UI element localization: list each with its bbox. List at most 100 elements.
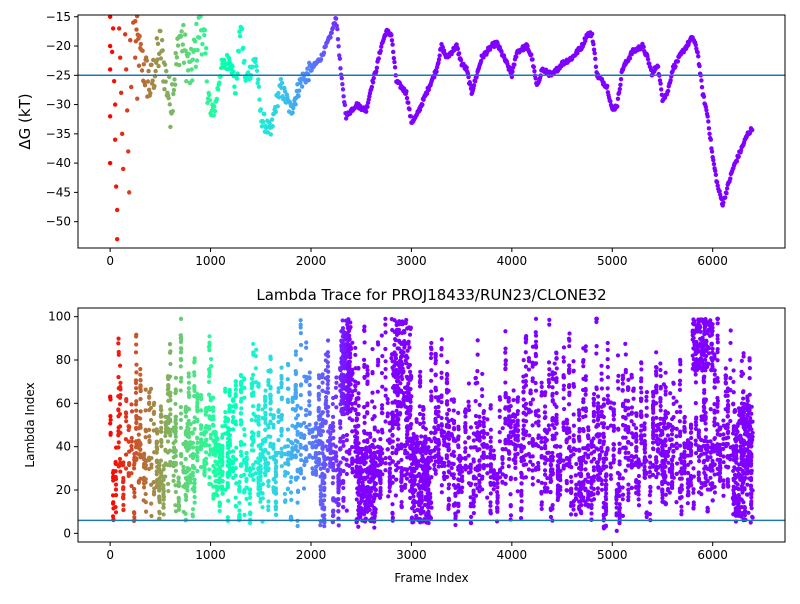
lambda-data-point [584,378,588,382]
lambda-data-point [586,455,590,459]
lambda-data-point [326,370,330,374]
lambda-data-point [326,386,330,390]
lambda-data-point [334,405,338,409]
lambda-data-point [132,491,136,495]
dg-data-point [177,63,181,67]
lambda-data-point [234,473,238,477]
lambda-data-point [598,438,602,442]
lambda-data-point [612,424,616,428]
lambda-data-point [516,423,520,427]
lambda-data-point [127,424,131,428]
lambda-data-point [322,475,326,479]
lambda-data-point [571,507,575,511]
lambda-data-point [174,469,178,473]
dg-data-point [530,57,534,61]
dg-data-point [336,37,340,41]
dg-data-point [172,88,176,92]
lambda-data-point [118,469,122,473]
lambda-data-point [237,501,241,505]
lambda-data-point [600,386,604,390]
lambda-data-point [257,382,261,386]
dg-data-point [666,89,670,93]
lambda-data-point [489,435,493,439]
lambda-data-point [516,489,520,493]
lambda-data-point [383,317,387,321]
lambda-data-point [318,523,322,527]
lambda-data-point [624,468,628,472]
lambda-data-point [643,421,647,425]
lambda-data-point [543,404,547,408]
dg-data-point [709,137,713,141]
lambda-data-point [500,465,504,469]
lambda-data-point [261,482,265,486]
lambda-data-point [572,412,576,416]
lambda-data-point [556,464,560,468]
dg-data-point [290,110,294,114]
lambda-data-point [452,408,456,412]
lambda-data-point [495,499,499,503]
lambda-data-point [595,344,599,348]
lambda-data-point [138,367,142,371]
dg-data-point [124,67,128,71]
lambda-data-point [173,402,177,406]
lambda-data-point [307,399,311,403]
lambda-data-point [239,450,243,454]
lambda-data-point [418,370,422,374]
lambda-data-point [467,408,471,412]
lambda-data-point [466,436,470,440]
lambda-data-point [630,375,634,379]
lambda-data-point [376,429,380,433]
lambda-data-point [474,494,478,498]
dg-data-point [364,109,368,113]
lambda-data-point [463,457,467,461]
dg-data-point [121,167,125,171]
lambda-data-point [531,376,535,380]
lambda-data-point [600,449,604,453]
lambda-data-point [498,415,502,419]
lambda-data-point [643,455,647,459]
dg-data-point [197,36,201,40]
lambda-data-point [118,402,122,406]
lambda-data-point [500,456,504,460]
lambda-data-point [191,441,195,445]
lambda-data-point [604,482,608,486]
lambda-data-point [618,506,622,510]
lambda-data-point [322,524,326,528]
lambda-data-point [317,409,321,413]
dg-data-point [173,83,177,87]
lambda-data-point [269,369,273,373]
lambda-data-point [220,445,224,449]
lambda-data-point [478,463,482,467]
lambda-data-point [192,478,196,482]
lambda-data-point [322,486,326,490]
lambda-data-point [345,433,349,437]
lambda-data-point [296,524,300,528]
lambda-data-point [604,464,608,468]
lambda-data-point [586,428,590,432]
lambda-data-point [456,504,460,508]
lambda-data-point [161,487,165,491]
lambda-data-point [452,397,456,401]
lambda-data-point [474,421,478,425]
dg-data-point [434,69,438,73]
lambda-data-point [504,474,508,478]
lambda-data-point [204,460,208,464]
lambda-data-point [256,433,260,437]
lambda-data-point [592,479,596,483]
dg-data-point [590,32,594,36]
lambda-data-point [138,416,142,420]
dg-data-point [143,83,147,87]
lambda-data-point [159,420,163,424]
lambda-data-point [624,436,628,440]
lambda-data-point [509,476,513,480]
dg-data-point [340,76,344,80]
lambda-data-point [174,448,178,452]
lambda-data-point [378,496,382,500]
lambda-data-point [630,486,634,490]
lambda-data-point [621,485,625,489]
dg-data-point [257,85,261,89]
lambda-data-point [294,383,298,387]
dg-data-point [392,60,396,64]
lambda-data-point [192,389,196,393]
lambda-data-point [480,372,484,376]
